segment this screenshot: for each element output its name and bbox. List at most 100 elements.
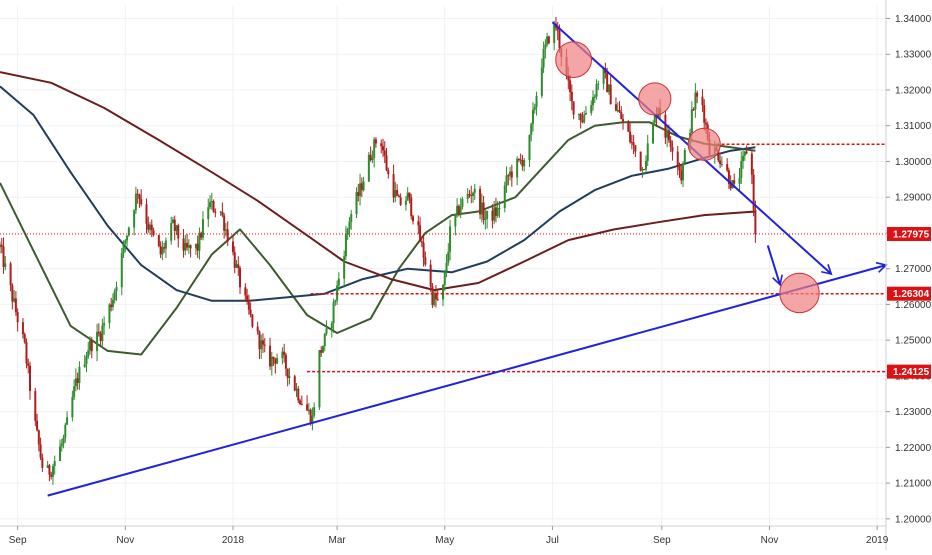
candle-body	[2, 246, 5, 267]
candle-body	[258, 331, 261, 350]
x-tick-label: Mar	[328, 535, 346, 546]
candle-body	[754, 210, 757, 235]
candle-body	[223, 215, 226, 231]
candle-body	[542, 48, 545, 68]
candle-body	[669, 140, 672, 148]
candle-body	[696, 92, 699, 97]
candle-body	[523, 160, 526, 167]
y-tick-label: 1.32000	[895, 85, 932, 96]
candle-body	[646, 143, 649, 161]
candle-body	[297, 388, 300, 401]
candle-body	[404, 200, 407, 205]
candle-body	[733, 180, 736, 184]
candle-body	[274, 359, 277, 364]
highlight-circle	[638, 82, 672, 116]
candle-body	[371, 157, 374, 161]
candle-body	[309, 409, 312, 424]
candle-body	[281, 351, 284, 359]
candle-body	[385, 155, 388, 171]
candle-body	[263, 344, 266, 346]
candle-body	[283, 351, 286, 355]
candle-body	[239, 267, 242, 288]
candle-body	[41, 457, 44, 468]
candle-body	[394, 190, 397, 198]
candle-body	[189, 245, 192, 249]
candle-body	[198, 232, 201, 251]
candle-body	[417, 221, 420, 226]
candle-body	[583, 114, 586, 123]
y-tick-label: 1.25000	[895, 336, 932, 347]
candle-body	[134, 193, 137, 211]
moving-average-line	[0, 121, 756, 356]
candle-body	[676, 151, 679, 166]
candle-body	[572, 101, 575, 115]
candle-body	[66, 417, 69, 425]
candle-body	[50, 474, 53, 477]
candle-body	[60, 443, 63, 447]
horizontal-level-layer	[0, 143, 886, 373]
candle-body	[350, 214, 353, 222]
candle-body	[261, 340, 264, 345]
candle-body	[53, 460, 56, 467]
candle-body	[224, 229, 227, 231]
candle-body	[318, 350, 321, 408]
candle-body	[171, 219, 174, 223]
candle-body	[424, 257, 427, 265]
candle-body	[570, 92, 573, 102]
candle-body	[37, 430, 40, 445]
candle-body	[466, 194, 469, 199]
y-tick-label: 1.27000	[895, 264, 932, 275]
candle-body	[355, 192, 358, 215]
candle-body	[357, 192, 360, 196]
candle-body	[528, 134, 531, 161]
candle-body	[704, 122, 707, 125]
candle-body	[272, 356, 275, 360]
candle-body	[678, 165, 681, 171]
y-tick-label: 1.26000	[895, 300, 932, 311]
candle-body	[505, 175, 508, 186]
candle-body	[392, 174, 395, 198]
candle-body	[299, 400, 302, 404]
candle-body	[348, 221, 351, 229]
candle-body	[133, 210, 136, 228]
candle-body	[161, 247, 164, 255]
candle-body	[690, 109, 693, 134]
candle-body	[727, 170, 730, 185]
candle-body	[313, 407, 316, 416]
candle-body	[9, 263, 12, 286]
candle-body	[4, 263, 7, 267]
candle-body	[494, 207, 497, 216]
candle-body	[78, 367, 81, 383]
candle-body	[472, 192, 474, 197]
candle-body	[701, 96, 704, 106]
candle-body	[703, 105, 706, 123]
candle-body	[498, 208, 501, 210]
candle-body	[127, 227, 130, 236]
candle-body	[159, 245, 162, 255]
candle-body	[120, 253, 123, 288]
candle-body	[343, 256, 346, 279]
candle-body	[387, 170, 390, 175]
y-tick-label: 1.34000	[895, 14, 932, 25]
price-tag-label: 1.26304	[893, 289, 930, 300]
candle-body	[359, 183, 362, 196]
candle-body	[307, 409, 310, 411]
candle-body	[532, 109, 535, 124]
candle-body	[140, 199, 143, 205]
candle-body	[196, 243, 199, 251]
candle-body	[115, 287, 118, 292]
candle-body	[214, 211, 217, 213]
candle-body	[579, 113, 582, 121]
highlight-circle-layer	[555, 41, 820, 314]
candle-body	[97, 331, 100, 334]
candle-body	[48, 465, 51, 475]
candle-body	[719, 160, 722, 165]
candle-body	[39, 444, 42, 458]
candle-body	[300, 403, 303, 405]
candle-body	[436, 299, 439, 301]
candle-body	[14, 298, 17, 313]
candle-body	[517, 158, 520, 160]
candle-body	[639, 151, 642, 171]
candle-body	[110, 304, 113, 307]
